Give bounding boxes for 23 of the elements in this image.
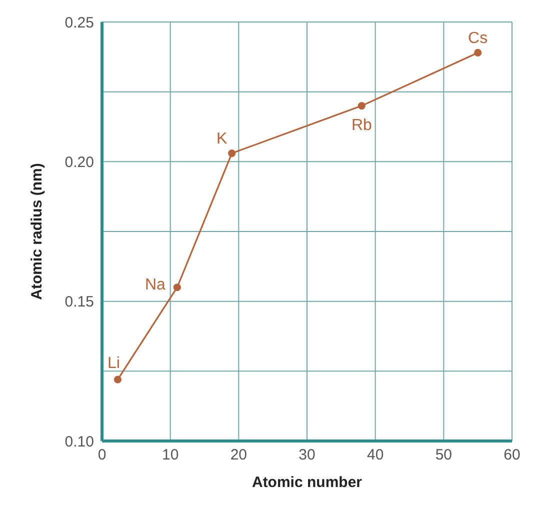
x-tick-label: 0 xyxy=(98,446,106,464)
x-tick-label: 60 xyxy=(504,446,520,464)
x-tick-label: 40 xyxy=(366,446,384,464)
y-axis-title: Atomic radius (nm) xyxy=(28,163,46,300)
point xyxy=(114,376,122,384)
y-tick-label: 0.15 xyxy=(64,294,94,311)
point xyxy=(228,149,236,158)
x-tick-label: 20 xyxy=(230,446,248,464)
annotation: Na xyxy=(144,276,166,294)
y-tick-label: 0.25 xyxy=(64,14,94,32)
point xyxy=(474,48,482,57)
annotation: Li xyxy=(107,354,120,372)
x-axis-title: Atomic number xyxy=(252,474,362,491)
x-tick-label: 30 xyxy=(298,446,316,464)
point xyxy=(173,284,181,292)
annotation: K xyxy=(216,130,228,148)
annotation: Cs xyxy=(468,30,488,47)
y-tick-label: 0.10 xyxy=(64,433,94,450)
y-tick-label: 0.20 xyxy=(64,154,94,171)
x-tick-label: 50 xyxy=(435,446,452,464)
x-tick-label: 10 xyxy=(162,446,179,464)
annotation: Rb xyxy=(351,117,372,134)
point xyxy=(358,102,366,110)
